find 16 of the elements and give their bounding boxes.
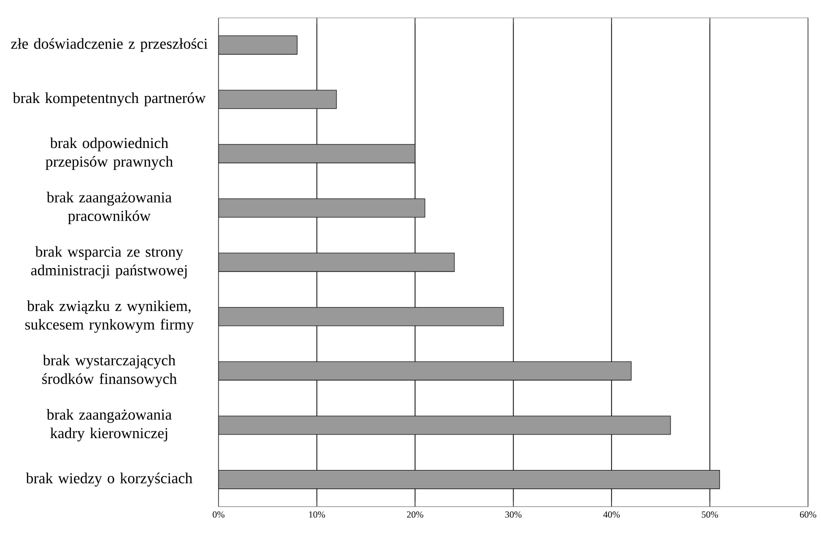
x-tick-label: 50% [702,512,718,518]
y-tick-label: brak zaangażowania kadry kierowniczej [46,409,172,442]
y-tick-label: złe doświadczenie z przeszłości [11,38,208,52]
y-tick-label: brak odpowiednich przepisów prawnych [46,138,173,170]
x-tick-label: 20% [407,512,424,518]
y-tick-label: brak kompetentnych partnerów [12,92,206,107]
y-tick-label: brak zaangażowania pracowników [46,192,172,224]
x-tick-label: 30% [505,512,522,518]
x-tick-label: 60% [800,512,816,518]
y-tick-label: brak wsparcia ze strony administracji państwowej [31,246,187,279]
y-tick-label: brak wystarczających środków finansowych [42,354,177,388]
x-tick-label: 10% [309,512,326,518]
x-tick-label: 0% [212,512,224,518]
x-tick-label: 40% [603,512,620,518]
y-tick-label: brak związku z wynikiem, sukcesem rynkowym firmy [25,300,194,334]
y-tick-label: brak wiedzy o korzyściach [26,472,192,487]
